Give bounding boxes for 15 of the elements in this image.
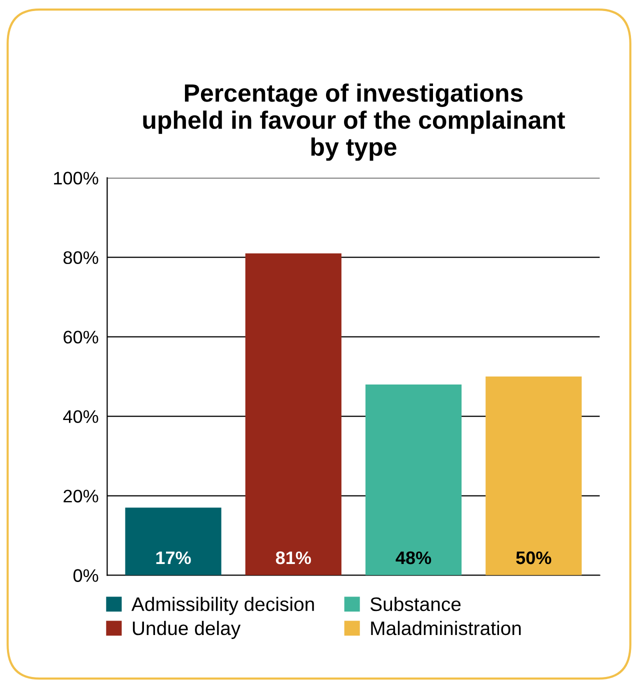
data-label: 48% [396, 551, 432, 564]
data-label: 50% [516, 551, 552, 564]
y-tick-label: 100% [54, 172, 98, 185]
y-tick-label: 0% [73, 569, 98, 582]
legend-label: Maladministration [371, 620, 521, 636]
legend-label: Substance [370, 596, 461, 612]
y-tick-label: 20% [64, 490, 98, 502]
legend-label: Undue delay [132, 620, 241, 640]
legend-label: Admissibility decision [131, 596, 314, 615]
data-label: 17% [156, 551, 191, 564]
y-tick-label: 80% [64, 251, 98, 264]
y-tick-label: 40% [63, 410, 98, 423]
y-tick-label: 60% [64, 330, 98, 344]
data-label: 81% [276, 551, 311, 564]
chart-title: Percentage of investigations upheld in favour of the complainant by type [143, 84, 565, 161]
